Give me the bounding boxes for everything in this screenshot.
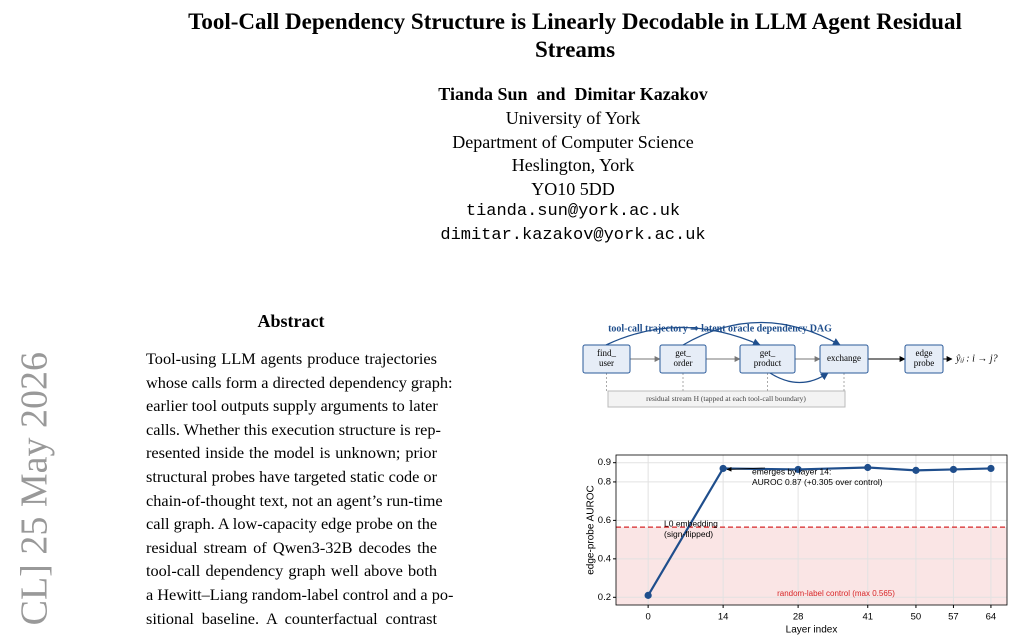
diagram-title: tool-call trajectory ⇒ latent oracle dep…: [608, 323, 832, 334]
node-label: get_: [760, 348, 776, 358]
annotation-arrow: [726, 466, 766, 472]
authors: Tianda Sun and Dimitar Kazakov: [438, 84, 708, 104]
dependency-arc: [605, 326, 761, 346]
node-box: [904, 344, 944, 374]
x-tick-label: 50: [911, 612, 922, 623]
plot-frame: [615, 454, 1008, 606]
data-point: [794, 465, 802, 474]
x-tick-label: 28: [793, 612, 804, 623]
node-label: product: [754, 358, 782, 368]
x-tick-label: 14: [718, 612, 729, 623]
abstract-line: earlier tool outputs supply arguments to…: [146, 396, 438, 416]
email: tianda.sun@york.ac.uk: [465, 202, 681, 221]
dependency-arc: [682, 321, 841, 346]
annotation: AUROC 0.87 (+0.305 over control): [752, 477, 883, 487]
email: dimitar.kazakov@york.ac.uk: [440, 226, 706, 245]
node-box: [582, 344, 631, 374]
node-label: edge: [916, 348, 933, 358]
node-box: [739, 344, 796, 374]
data-point: [912, 466, 920, 474]
affiliation-line: Heslington, York: [511, 155, 635, 175]
y-tick-label: 0.9: [598, 457, 611, 468]
abstract-line: sitional baseline. A counterfactual cont…: [146, 608, 437, 628]
data-point: [719, 464, 727, 473]
affiliation-line: YO10 5DD: [531, 178, 615, 199]
node-box: [819, 344, 869, 374]
control-region: [616, 527, 1007, 605]
abstract-line: Tool-using LLM agents produce trajectori…: [146, 349, 437, 368]
y-axis-label: edge-probe AUROC: [586, 485, 597, 575]
chart: 0.2 0.4 0.6 0.8 0.9 0 14 28 41 50 57 64 random-label…: [586, 454, 1008, 636]
emails: tianda.sun@york.ac.uk dimitar.kazakov@yo…: [140, 200, 1006, 248]
data-point: [864, 463, 872, 472]
data-point: [949, 465, 958, 474]
x-tick-label: 57: [948, 612, 959, 623]
abstract-line: whose calls form a directed dependency g…: [146, 372, 453, 392]
probe-output: ŷᵢⱼ : i → j?: [955, 353, 998, 364]
dependency-arc: [769, 372, 829, 384]
abstract: Tool-using LLM agents produce trajectori…: [146, 347, 454, 630]
y-tick-label: 0.2: [598, 592, 611, 603]
node-label: get_: [675, 348, 691, 358]
y-tick-label: 0.8: [598, 476, 611, 487]
abstract-line: chain-of-thought text, not an agent’s ru…: [146, 490, 443, 510]
x-tick-label: 64: [986, 612, 997, 623]
x-tick-label: 0: [645, 612, 650, 623]
data-line: [647, 466, 991, 596]
paper-title: Tool-Call Dependency Structure is Linear…: [188, 9, 962, 62]
node-box: [659, 344, 707, 374]
residual-label: residual stream H (tapped at each tool-c…: [646, 394, 806, 403]
abstract-line: calls. Whether this execution structure …: [146, 419, 441, 439]
abstract-line: tool-call dependency graph well above bo…: [146, 561, 437, 581]
data-point: [987, 464, 995, 473]
y-tick-label: 0.6: [598, 515, 611, 526]
node-label: find_: [597, 348, 616, 358]
y-tick-label: 0.4: [598, 553, 611, 564]
x-axis-label: Layer index: [786, 625, 838, 636]
node-label: exchange: [827, 353, 861, 363]
abstract-line: call graph. A low-capacity edge probe on…: [146, 514, 438, 534]
affiliation-line: University of York: [505, 108, 641, 128]
annotation: emerges by layer 14:: [752, 466, 831, 476]
residual-box: [607, 390, 846, 408]
diagram: tool-call trajectory ⇒ latent oracle dep…: [582, 321, 998, 408]
affiliation: University of York Department of Compute…: [140, 107, 1006, 201]
abstract-line: a Hewitt–Liang random-label control and …: [146, 584, 454, 604]
node-label: order: [674, 358, 693, 368]
affiliation-line: Department of Computer Science: [452, 131, 694, 152]
abstract-line: resented inside the model is unknown; pr…: [146, 443, 437, 463]
data-point: [644, 591, 652, 599]
abstract-line: residual stream of Qwen3-32B decodes the: [146, 537, 437, 557]
node-label: user: [599, 358, 614, 368]
annotation: L0 embedding: [664, 518, 718, 528]
annotation: (sign-flipped): [664, 529, 713, 539]
arxiv-stamp: CL] 25 May 2026: [14, 352, 56, 625]
abstract-heading: Abstract: [257, 311, 325, 331]
control-label: random-label control (max 0.565): [777, 589, 895, 598]
abstract-line: structural probes have targeted static c…: [146, 466, 437, 486]
node-label: probe: [914, 358, 935, 368]
x-tick-label: 41: [862, 612, 873, 623]
